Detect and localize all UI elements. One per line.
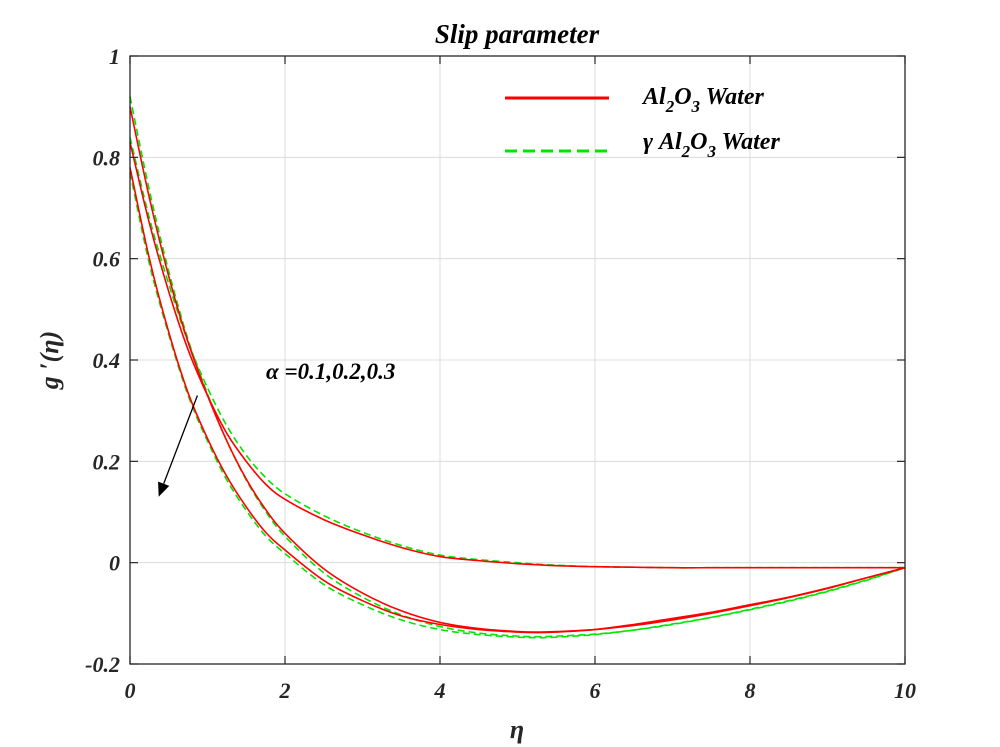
y-tick-label: 1 xyxy=(109,44,120,69)
series-line-al2o3-water xyxy=(129,106,906,633)
x-axis-title: η xyxy=(510,715,524,744)
legend-label-dashed: γ Al2O3 Water xyxy=(643,129,780,161)
y-axis-title: g ′(η) xyxy=(35,331,64,390)
series-line-al2o3-water xyxy=(129,167,906,634)
annotation-arrowhead xyxy=(158,481,170,497)
x-tick-label: 8 xyxy=(745,678,756,703)
y-tick-label: 0 xyxy=(109,551,120,576)
legend-label-solid: Al2O3 Water xyxy=(641,84,764,116)
chart-title: Slip parameter xyxy=(435,19,600,49)
annotation-arrow xyxy=(163,395,199,484)
x-tick-label: 10 xyxy=(894,678,916,703)
tick-labels: 0 2 4 6 8 10-0.200.20.40.60.81 xyxy=(85,44,916,703)
y-tick-label: 0.6 xyxy=(93,247,121,272)
legend: Al2O3 Water γ Al2O3 Water xyxy=(505,84,780,161)
series-layer xyxy=(129,96,906,639)
series-line-gamma-al2o3-water xyxy=(129,172,906,639)
x-tick-label: 0 xyxy=(125,678,136,703)
series-line-gamma-al2o3-water xyxy=(129,136,905,569)
grid-lines xyxy=(129,55,906,665)
tick-marks xyxy=(129,55,906,665)
y-tick-label: 0.2 xyxy=(93,449,121,474)
y-tick-label: 0.4 xyxy=(93,348,121,373)
annotation-label: α =0.1,0.2,0.3 xyxy=(266,359,395,384)
x-tick-label: 4 xyxy=(434,678,446,703)
x-tick-label: 2 xyxy=(279,678,291,703)
x-tick-label: 6 xyxy=(590,678,601,703)
y-tick-label: -0.2 xyxy=(85,652,120,677)
y-tick-label: 0.8 xyxy=(93,145,121,170)
parameter-annotation: α =0.1,0.2,0.3 xyxy=(158,359,395,497)
